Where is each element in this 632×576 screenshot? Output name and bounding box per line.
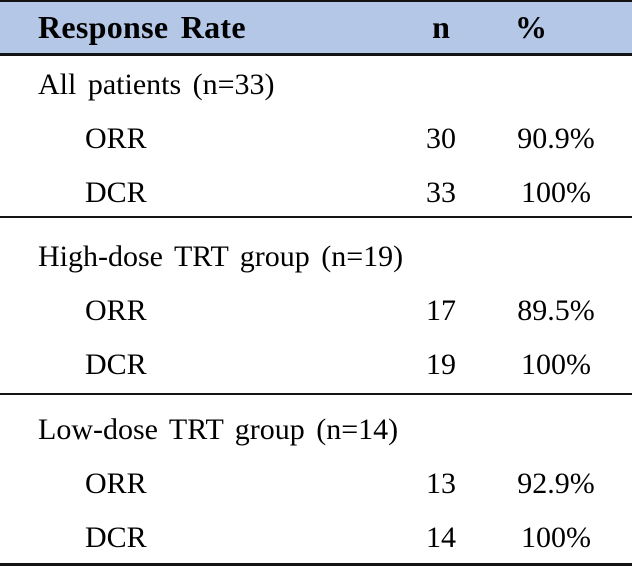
section-low-dose-trt: Low-dose TRT group (n=14) ORR 13 92.9% D… — [0, 395, 632, 566]
data-row-orr: ORR 13 92.9% — [0, 457, 632, 511]
data-row-dcr: DCR 14 100% — [0, 511, 632, 563]
percent-value: 100% — [521, 521, 591, 554]
percent-value: 92.9% — [517, 467, 595, 500]
table-header-row: Response Rate n % — [0, 2, 632, 56]
measure-label: DCR — [85, 521, 147, 554]
data-row-orr: ORR 17 89.5% — [0, 284, 632, 338]
measure-label: ORR — [85, 467, 147, 500]
measure-label: DCR — [85, 348, 147, 381]
percent-value: 90.9% — [517, 122, 595, 155]
header-cell-response-rate: Response Rate — [38, 9, 246, 45]
n-value: 30 — [426, 122, 456, 155]
group-header-row: High-dose TRT group (n=19) — [0, 230, 632, 284]
percent-value: 89.5% — [517, 294, 595, 327]
measure-label: ORR — [85, 294, 147, 327]
measure-label: DCR — [85, 176, 147, 209]
group-header-row: Low-dose TRT group (n=14) — [0, 403, 632, 457]
section-high-dose-trt: High-dose TRT group (n=19) ORR 17 89.5% … — [0, 218, 632, 395]
n-value: 14 — [426, 521, 456, 554]
group-label: High-dose TRT group (n=19) — [38, 240, 404, 273]
percent-value: 100% — [521, 176, 591, 209]
n-value: 33 — [426, 176, 456, 209]
data-row-orr: ORR 30 90.9% — [0, 112, 632, 166]
data-row-dcr: DCR 19 100% — [0, 338, 632, 392]
n-value: 19 — [426, 348, 456, 381]
group-header-row: All patients (n=33) — [0, 58, 632, 112]
n-value: 13 — [426, 467, 456, 500]
group-label: All patients (n=33) — [38, 68, 275, 101]
percent-value: 100% — [521, 348, 591, 381]
section-all-patients: All patients (n=33) ORR 30 90.9% DCR 33 … — [0, 56, 632, 218]
data-row-dcr: DCR 33 100% — [0, 166, 632, 216]
header-cell-n: n — [432, 9, 450, 45]
measure-label: ORR — [85, 122, 147, 155]
header-cell-percent: % — [515, 9, 547, 45]
group-label: Low-dose TRT group (n=14) — [38, 413, 399, 446]
n-value: 17 — [426, 294, 456, 327]
